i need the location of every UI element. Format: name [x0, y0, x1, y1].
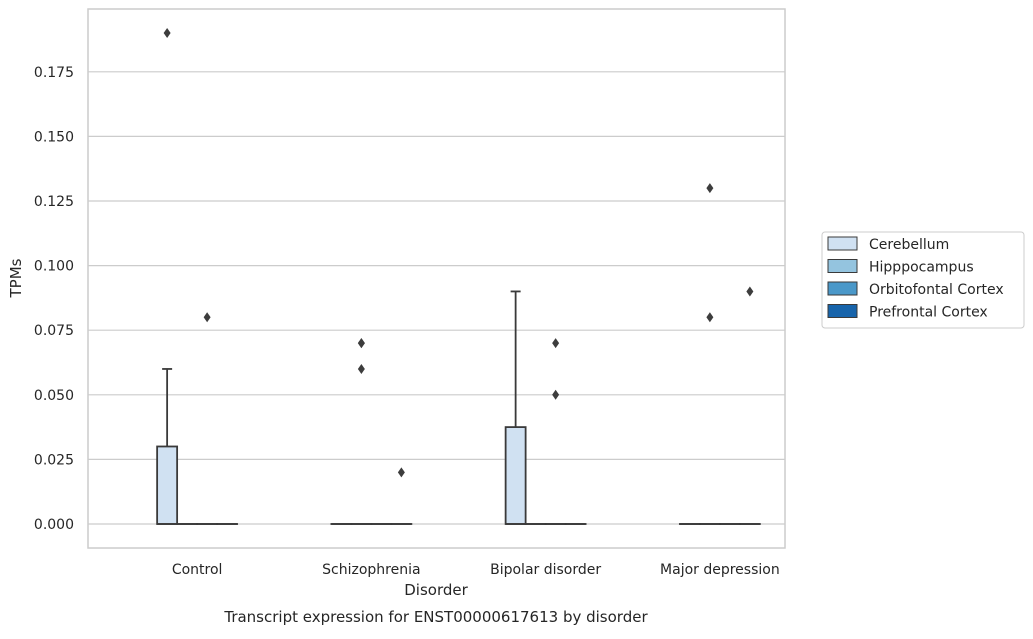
y-axis-ticks: 0.000 0.025 0.050 0.075 0.100 0.125 0.150 0.175: [34, 65, 74, 533]
x-axis-label: Disorder: [404, 581, 468, 599]
y-tick-label-0: 0.000: [34, 517, 74, 533]
outlier-point-0: [204, 312, 211, 322]
box-orbitofontal-cortex-2: [546, 338, 566, 524]
outlier-point-0: [706, 312, 713, 322]
box-body: [506, 427, 526, 524]
outlier-point-0: [398, 467, 405, 477]
y-tick-label-2: 0.050: [34, 388, 74, 404]
box-cerebellum-2: [506, 291, 526, 524]
y-tick-label-7: 0.175: [34, 65, 74, 81]
legend-label-0: Cerebellum: [869, 237, 949, 253]
outlier-point-0: [746, 286, 753, 296]
box-hipppocampus-3: [700, 183, 720, 524]
legend-swatch-3: [828, 305, 857, 318]
x-tick-label-2: Bipolar disorder: [490, 562, 601, 578]
chart-caption: Transcript expression for ENST0000061761…: [223, 608, 648, 626]
x-tick-label-1: Schizophrenia: [322, 562, 420, 578]
legend-label-3: Prefrontal Cortex: [869, 305, 988, 321]
x-tick-label-3: Major depression: [660, 562, 780, 578]
legend-label-2: Orbitofontal Cortex: [869, 282, 1004, 298]
y-axis-label: TPMs: [7, 258, 25, 298]
gridlines: [88, 72, 785, 524]
y-tick-label-4: 0.100: [34, 259, 74, 275]
box-hipppocampus-1: [351, 338, 371, 524]
outlier-point-1: [706, 183, 713, 193]
box-orbitofontal-cortex-0: [197, 312, 217, 524]
plot-frame: [88, 9, 785, 548]
outlier-point-0: [358, 364, 365, 374]
box-cerebellum-0: [157, 28, 177, 524]
outlier-point-1: [552, 338, 559, 348]
box-body: [157, 446, 177, 524]
boxes: [157, 28, 760, 524]
legend-swatch-0: [828, 237, 857, 250]
legend-label-1: Hipppocampus: [869, 260, 974, 276]
x-axis-ticks: Control Schizophrenia Bipolar disorder Majo…: [172, 562, 780, 578]
y-tick-label-1: 0.025: [34, 452, 74, 468]
outlier-point-0: [552, 390, 559, 400]
y-tick-label-3: 0.075: [34, 323, 74, 339]
y-tick-label-5: 0.125: [34, 194, 74, 210]
legend-swatch-2: [828, 282, 857, 295]
outlier-point-2: [358, 338, 365, 348]
y-tick-label-6: 0.150: [34, 129, 74, 145]
box-prefrontal-cortex-3: [740, 286, 760, 524]
box-prefrontal-cortex-1: [391, 467, 411, 524]
x-tick-label-0: Control: [172, 562, 223, 578]
legend-swatch-1: [828, 260, 857, 273]
legend: Cerebellum Hipppocampus Orbitofontal Corte…: [822, 232, 1024, 328]
outlier-point-0: [164, 28, 171, 38]
